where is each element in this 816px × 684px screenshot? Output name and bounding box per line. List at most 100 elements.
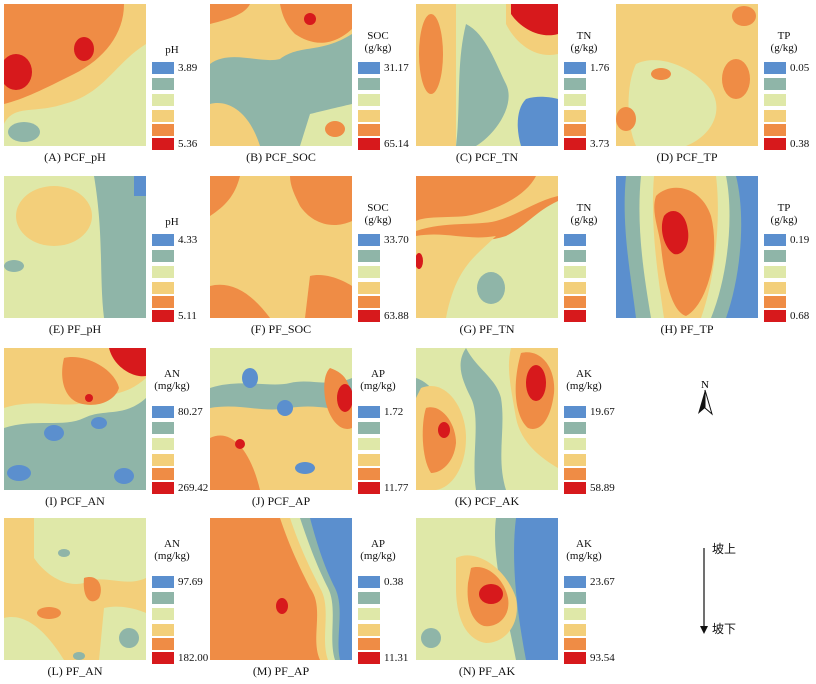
- legend-D-title: TP (g/kg): [770, 30, 798, 54]
- map-E-svg: [4, 176, 146, 318]
- legend-C: TN (g/kg) 1.76 3.73: [560, 4, 612, 150]
- legend-H-swatch-4: [764, 282, 786, 294]
- map-L-zone-2c: [73, 652, 85, 660]
- panel-M: AP (mg/kg) 0.38 11.31 (M) PF_AP: [206, 514, 408, 684]
- legend-H-max: 0.68: [790, 310, 810, 322]
- legend-A-swatch-5: [152, 124, 174, 136]
- map-K-zone-6a: [438, 422, 450, 438]
- legend-D-swatch-2: [764, 78, 786, 90]
- legend-E-swatch-3: [152, 266, 174, 278]
- map-E-zone-1: [134, 176, 146, 196]
- north-arrow-right: [704, 389, 713, 416]
- legend-M-swatch-4: [358, 624, 380, 636]
- map-G-zone-2: [477, 272, 505, 304]
- legend-B: SOC (g/kg) 31.17 65.14: [354, 4, 409, 150]
- map-A-svg: [4, 4, 146, 146]
- map-D-zone-3: [628, 60, 717, 146]
- map-J-zone-6a: [235, 439, 245, 449]
- caption-H: (H) PF_TP: [660, 322, 714, 336]
- map-M: [210, 518, 352, 660]
- legend-D: TP (g/kg) 0.05 0.38: [760, 4, 812, 150]
- legend-G-swatch-4: [564, 282, 586, 294]
- map-A-zone-5: [4, 4, 124, 104]
- legend-N-swatch-6: [564, 652, 586, 664]
- legend-L-title: AN (mg/kg): [154, 538, 190, 562]
- legend-N-min: 23.67: [590, 576, 615, 588]
- map-J-zone-6b: [337, 384, 352, 412]
- map-N: [416, 518, 558, 660]
- map-I-zone-1b: [91, 417, 107, 429]
- legend-F-title: SOC (g/kg): [364, 202, 392, 226]
- legend-M-swatch-1: [358, 576, 380, 588]
- slope-arrow-head: [700, 626, 708, 634]
- caption-C: (C) PCF_TN: [455, 150, 519, 164]
- legend-E-swatch-6: [152, 310, 174, 322]
- legend-G: TN (g/kg): [560, 176, 612, 322]
- legend-A-swatch-4: [152, 110, 174, 122]
- panel-H: TP (g/kg) 0.19 0.68 (H) PF_TP: [612, 172, 812, 342]
- legend-I-swatch-4: [152, 454, 174, 466]
- legend-E-min: 4.33: [178, 234, 198, 246]
- map-B-zone-5b: [210, 4, 250, 24]
- legend-C-swatch-4: [564, 110, 586, 122]
- legend-B-swatch-2: [358, 78, 380, 90]
- map-D-zone-5d: [732, 6, 756, 26]
- legend-J: AP (mg/kg) 1.72 11.77: [354, 348, 408, 494]
- legend-N-swatch-5: [564, 638, 586, 650]
- map-L-zone-2a: [58, 549, 70, 557]
- legend-B-min: 31.17: [384, 62, 409, 74]
- map-J-svg: [210, 348, 352, 490]
- caption-E: (E) PF_pH: [48, 322, 102, 336]
- legend-C-swatch-1: [564, 62, 586, 74]
- slope-top-label: 坡上: [712, 542, 737, 556]
- legend-B-swatch-6: [358, 138, 380, 150]
- legend-F-max: 63.88: [384, 310, 409, 322]
- legend-F-swatch-5: [358, 296, 380, 308]
- map-K: [416, 348, 558, 490]
- panel-I: AN (mg/kg) 80.27 269.42 (I) PCF_AN: [0, 344, 208, 514]
- panel-E: pH 4.33 5.11 (E) PF_pH: [0, 172, 200, 342]
- map-I: [4, 348, 146, 490]
- legend-F-swatch-2: [358, 250, 380, 262]
- map-F-zone-5c: [210, 284, 270, 318]
- legend-K-swatch-3: [564, 438, 586, 450]
- caption-B: (B) PCF_SOC: [246, 150, 316, 164]
- map-J-zone-5a: [210, 435, 260, 490]
- panel-L: AN (mg/kg) 97.69 182.00 (L) PF_AN: [0, 514, 208, 684]
- legend-H-title: TP (g/kg): [770, 202, 798, 226]
- map-B-zone-6: [304, 13, 316, 25]
- legend-J-min: 1.72: [384, 406, 404, 418]
- caption-J: (J) PCF_AP: [251, 494, 311, 508]
- map-F-svg: [210, 176, 352, 318]
- panel-B: SOC (g/kg) 31.17 65.14 (B) PCF_SOC: [206, 0, 409, 170]
- legend-K-swatch-5: [564, 468, 586, 480]
- legend-G-swatch-5: [564, 296, 586, 308]
- map-L-zone-3a: [34, 518, 146, 584]
- slope-indicator: 坡上 坡下: [690, 540, 750, 640]
- map-B: [210, 4, 352, 146]
- caption-K: (K) PCF_AK: [454, 494, 520, 508]
- map-K-zone-5a: [422, 407, 456, 473]
- legend-N-title: AK (mg/kg): [566, 538, 602, 562]
- panel-N: AK (mg/kg) 23.67 93.54 (N) PF_AK: [412, 514, 615, 684]
- legend-G-swatch-6: [564, 310, 586, 322]
- map-I-svg: [4, 348, 146, 490]
- legend-D-swatch-4: [764, 110, 786, 122]
- legend-C-title: TN (g/kg): [570, 30, 598, 54]
- map-J-zone-1b: [277, 400, 293, 416]
- legend-E-title: pH: [165, 216, 179, 228]
- map-E-zone-2: [94, 176, 146, 318]
- legend-I-max: 269.42: [178, 482, 209, 494]
- map-H: [616, 176, 758, 318]
- map-I-zone-1a: [44, 425, 64, 441]
- map-E: [4, 176, 146, 318]
- legend-F-swatch-6: [358, 310, 380, 322]
- legend-I-title: AN (mg/kg): [154, 368, 190, 392]
- legend-B-title: SOC (g/kg): [364, 30, 392, 54]
- legend-D-min: 0.05: [790, 62, 810, 74]
- legend-J-swatch-4: [358, 454, 380, 466]
- legend-H-swatch-1: [764, 234, 786, 246]
- legend-K: AK (mg/kg) 19.67 58.89: [560, 348, 615, 494]
- caption-L: (L) PF_AN: [47, 664, 103, 678]
- north-arrow: N: [690, 378, 720, 418]
